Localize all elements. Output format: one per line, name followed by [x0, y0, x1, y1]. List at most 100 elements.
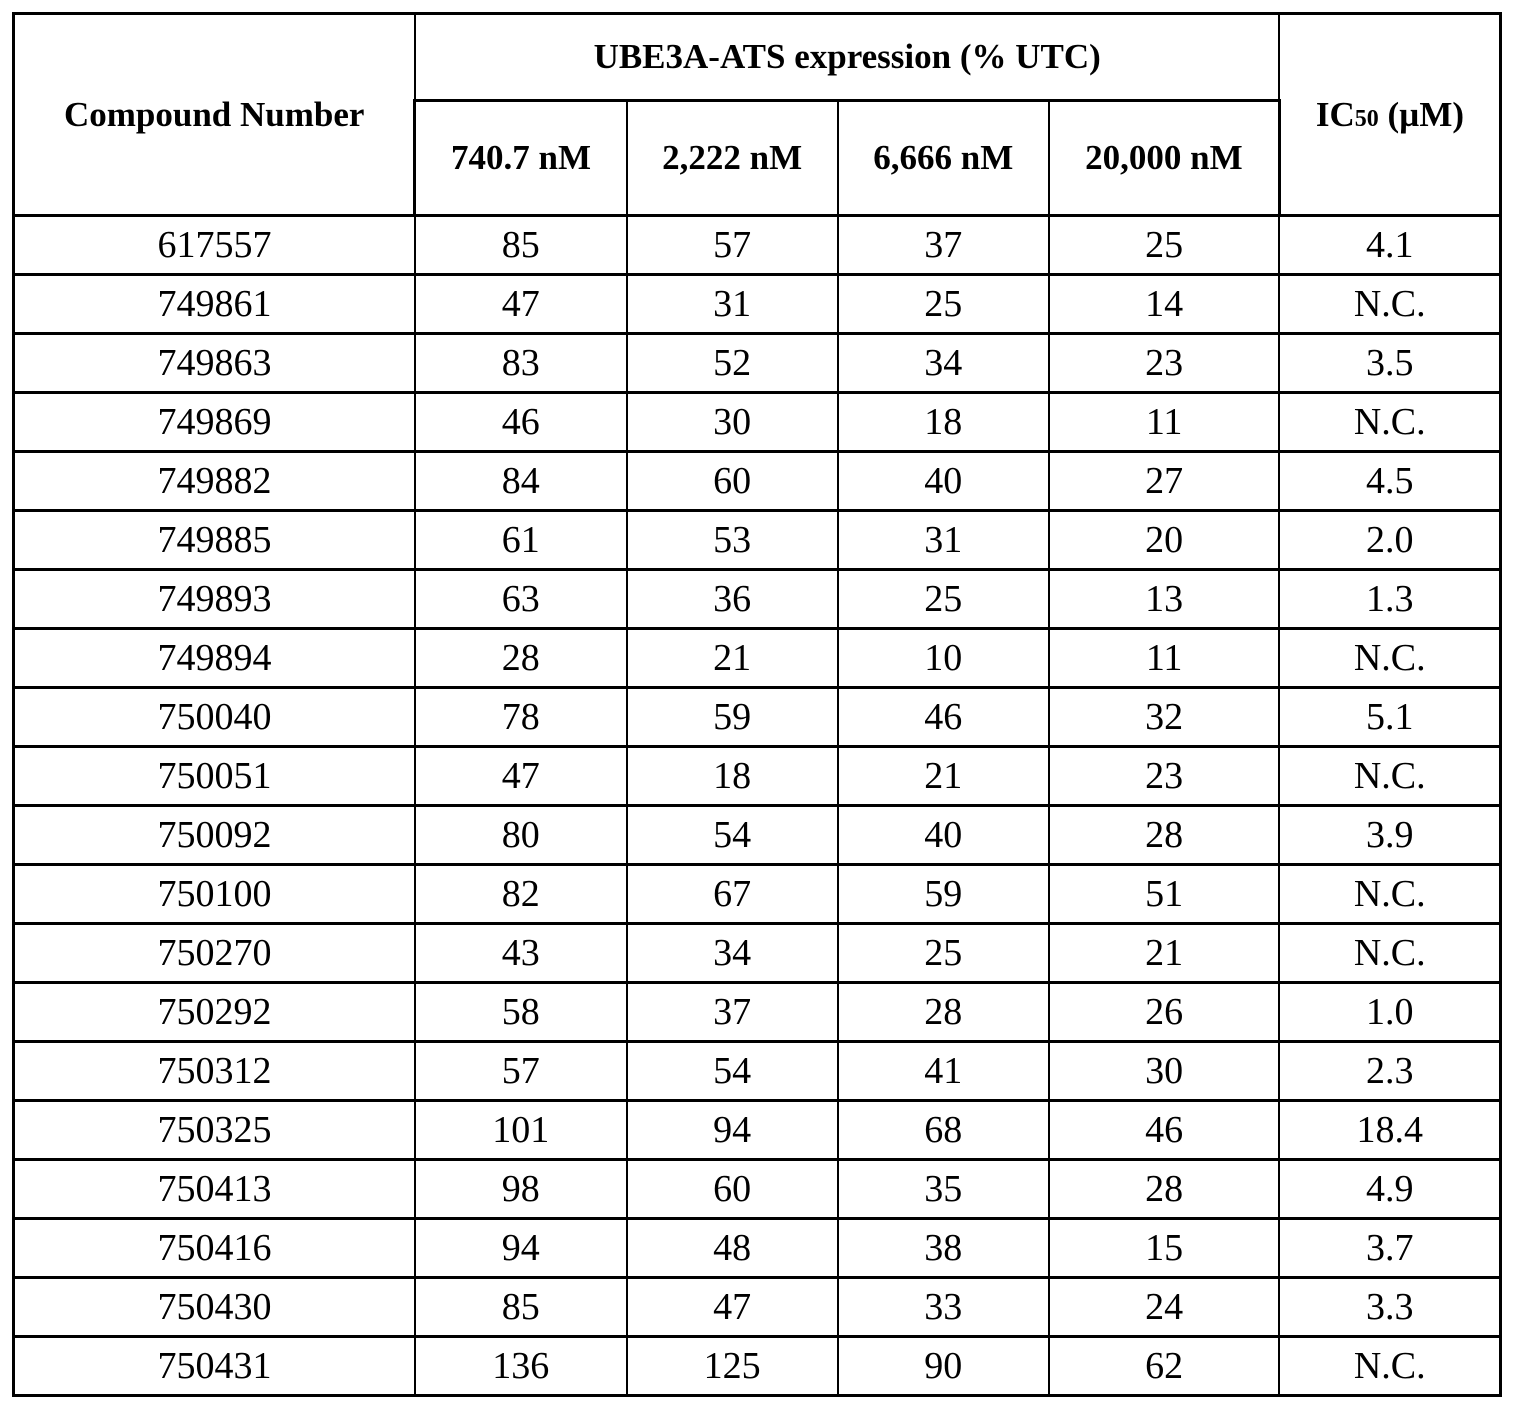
expression-6666nm-cell: 18: [838, 393, 1049, 452]
expression-740nm-cell: 101: [415, 1101, 627, 1160]
ic50-value-cell: 1.0: [1279, 983, 1500, 1042]
expression-6666nm-cell: 68: [838, 1101, 1049, 1160]
header-concentration: 2,222 nM: [627, 101, 838, 216]
expression-20000nm-cell: 26: [1049, 983, 1280, 1042]
expression-740nm-cell: 94: [415, 1219, 627, 1278]
expression-6666nm-cell: 28: [838, 983, 1049, 1042]
expression-20000nm-cell: 13: [1049, 570, 1280, 629]
expression-740nm-cell: 85: [415, 1278, 627, 1337]
expression-20000nm-cell: 20: [1049, 511, 1280, 570]
expression-20000nm-cell: 28: [1049, 1160, 1280, 1219]
expression-740nm-cell: 47: [415, 275, 627, 334]
expression-20000nm-cell: 46: [1049, 1101, 1280, 1160]
compound-number-cell: 749885: [14, 511, 415, 570]
ic50-value-cell: 3.3: [1279, 1278, 1500, 1337]
compound-number-cell: 750292: [14, 983, 415, 1042]
expression-2222nm-cell: 18: [627, 747, 838, 806]
header-concentration: 20,000 nM: [1049, 101, 1280, 216]
table-row: 750292583728261.0: [14, 983, 1501, 1042]
expression-6666nm-cell: 25: [838, 275, 1049, 334]
table-row: 75005147182123N.C.: [14, 747, 1501, 806]
compound-number-cell: 749869: [14, 393, 415, 452]
expression-6666nm-cell: 25: [838, 924, 1049, 983]
ic50-value-cell: 4.9: [1279, 1160, 1500, 1219]
expression-6666nm-cell: 21: [838, 747, 1049, 806]
compound-number-cell: 749893: [14, 570, 415, 629]
expression-6666nm-cell: 10: [838, 629, 1049, 688]
expression-740nm-cell: 28: [415, 629, 627, 688]
header-ube3a-ats-expression: UBE3A-ATS expression (% UTC): [415, 14, 1279, 101]
expression-740nm-cell: 82: [415, 865, 627, 924]
compound-number-cell: 749894: [14, 629, 415, 688]
table-row: 750413986035284.9: [14, 1160, 1501, 1219]
compound-number-cell: 750270: [14, 924, 415, 983]
ic50-value-cell: N.C.: [1279, 1337, 1500, 1396]
expression-2222nm-cell: 67: [627, 865, 838, 924]
ic50-unit: (µM): [1379, 95, 1464, 134]
compound-number-cell: 750092: [14, 806, 415, 865]
expression-6666nm-cell: 34: [838, 334, 1049, 393]
compound-number-cell: 750040: [14, 688, 415, 747]
ic50-value-cell: N.C.: [1279, 629, 1500, 688]
expression-2222nm-cell: 48: [627, 1219, 838, 1278]
ic50-value-cell: 4.1: [1279, 216, 1500, 275]
compound-number-cell: 749863: [14, 334, 415, 393]
table-row: 749893633625131.3: [14, 570, 1501, 629]
ic50-value-cell: 2.0: [1279, 511, 1500, 570]
expression-20000nm-cell: 32: [1049, 688, 1280, 747]
expression-6666nm-cell: 31: [838, 511, 1049, 570]
expression-740nm-cell: 61: [415, 511, 627, 570]
compound-number-cell: 750416: [14, 1219, 415, 1278]
ic50-value-cell: N.C.: [1279, 865, 1500, 924]
table-row: 750040785946325.1: [14, 688, 1501, 747]
expression-740nm-cell: 57: [415, 1042, 627, 1101]
expression-740nm-cell: 78: [415, 688, 627, 747]
ic50-value-cell: 5.1: [1279, 688, 1500, 747]
header-concentration: 6,666 nM: [838, 101, 1049, 216]
compound-number-cell: 750325: [14, 1101, 415, 1160]
compound-number-cell: 750430: [14, 1278, 415, 1337]
expression-6666nm-cell: 46: [838, 688, 1049, 747]
expression-740nm-cell: 46: [415, 393, 627, 452]
expression-740nm-cell: 43: [415, 924, 627, 983]
expression-2222nm-cell: 37: [627, 983, 838, 1042]
expression-2222nm-cell: 52: [627, 334, 838, 393]
table-row: 750092805440283.9: [14, 806, 1501, 865]
table-row: 749882846040274.5: [14, 452, 1501, 511]
ube3a-ats-expression-table: Compound Number UBE3A-ATS expression (% …: [12, 12, 1502, 1397]
table-row: 75027043342521N.C.: [14, 924, 1501, 983]
expression-6666nm-cell: 37: [838, 216, 1049, 275]
expression-2222nm-cell: 34: [627, 924, 838, 983]
expression-2222nm-cell: 53: [627, 511, 838, 570]
expression-20000nm-cell: 51: [1049, 865, 1280, 924]
expression-20000nm-cell: 11: [1049, 629, 1280, 688]
ic50-value-cell: N.C.: [1279, 747, 1500, 806]
table-row: 7504311361259062N.C.: [14, 1337, 1501, 1396]
expression-2222nm-cell: 125: [627, 1337, 838, 1396]
expression-6666nm-cell: 41: [838, 1042, 1049, 1101]
expression-740nm-cell: 63: [415, 570, 627, 629]
expression-20000nm-cell: 23: [1049, 747, 1280, 806]
ic50-value-cell: 3.9: [1279, 806, 1500, 865]
expression-20000nm-cell: 30: [1049, 1042, 1280, 1101]
compound-number-cell: 750413: [14, 1160, 415, 1219]
table-row: 74986147312514N.C.: [14, 275, 1501, 334]
expression-6666nm-cell: 40: [838, 452, 1049, 511]
header-ic50: IC50 (µM): [1279, 14, 1500, 216]
expression-2222nm-cell: 31: [627, 275, 838, 334]
table-row: 749885615331202.0: [14, 511, 1501, 570]
expression-2222nm-cell: 57: [627, 216, 838, 275]
ic50-value-cell: N.C.: [1279, 275, 1500, 334]
table-row: 750312575441302.3: [14, 1042, 1501, 1101]
expression-20000nm-cell: 15: [1049, 1219, 1280, 1278]
ic50-label: IC: [1316, 95, 1355, 134]
expression-2222nm-cell: 21: [627, 629, 838, 688]
expression-20000nm-cell: 62: [1049, 1337, 1280, 1396]
ic50-value-cell: 18.4: [1279, 1101, 1500, 1160]
expression-740nm-cell: 83: [415, 334, 627, 393]
ic50-value-cell: 3.7: [1279, 1219, 1500, 1278]
expression-6666nm-cell: 33: [838, 1278, 1049, 1337]
expression-2222nm-cell: 60: [627, 452, 838, 511]
expression-20000nm-cell: 27: [1049, 452, 1280, 511]
expression-6666nm-cell: 59: [838, 865, 1049, 924]
